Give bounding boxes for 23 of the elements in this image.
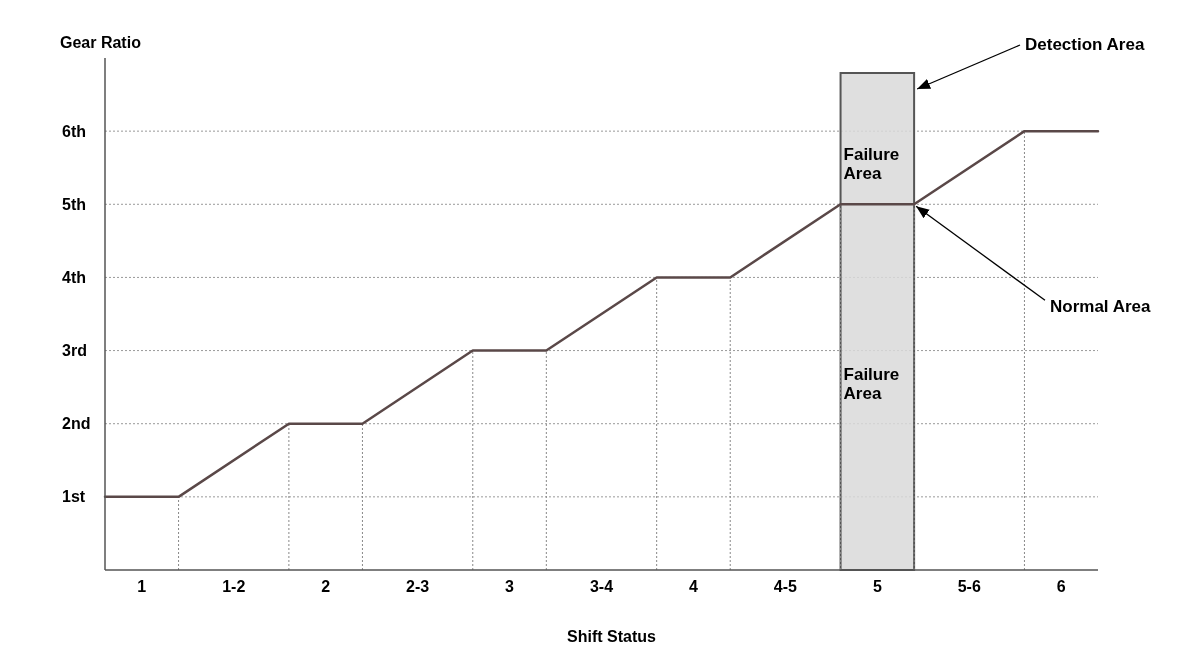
x-tick-label: 6 [1056,578,1066,595]
x-tick-label: 4-5 [773,578,798,595]
annotation: Failure Area [843,145,900,184]
annotation: Failure Area [843,364,900,403]
x-tick-label: 1-2 [222,578,246,595]
band-label: Detection Area [1025,35,1145,54]
annotation: Normal Area [1050,297,1152,317]
x-tick-label: 3-4 [589,578,614,595]
x-tick-label: 1 [137,578,147,595]
x-tick-label: 4 [688,578,698,595]
y-tick-label: 2nd [62,415,91,433]
y-tick-label: 4th [62,269,86,287]
y-tick-label: 3rd [62,342,87,360]
y-tick-label: 6th [62,122,86,140]
x-tick-label: 5-6 [957,578,981,595]
x-tick-label: 2 [321,578,331,595]
y-axis-title: Gear Ratio [60,34,142,51]
x-tick-label: 5 [872,578,882,595]
x-axis-title: Shift Status [567,628,657,645]
x-tick-label: 2-3 [406,578,430,595]
y-tick-label: 5th [62,195,86,213]
x-tick-label: 3 [505,578,515,595]
y-tick-label: 1st [62,488,86,506]
